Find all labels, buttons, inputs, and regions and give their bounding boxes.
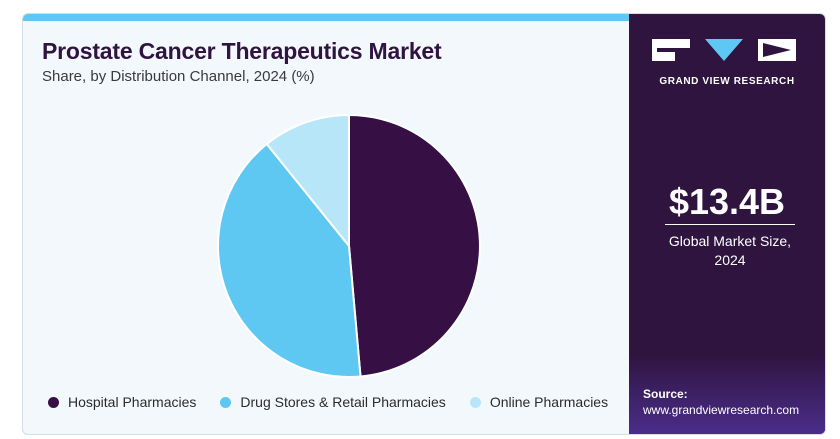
legend-swatch	[48, 396, 59, 408]
infographic-card: Prostate Cancer Therapeutics Market Shar…	[22, 13, 826, 435]
legend-item: Hospital Pharmacies	[48, 394, 196, 410]
chart-legend: Hospital Pharmacies Drug Stores & Retail …	[48, 394, 632, 410]
grand-view-research-logo	[652, 39, 796, 61]
legend-swatch	[220, 396, 232, 408]
legend-label: Drug Stores & Retail Pharmacies	[240, 394, 446, 410]
chart-title: Prostate Cancer Therapeutics Market	[42, 38, 442, 64]
brand-name: GRAND VIEW RESEARCH	[659, 76, 795, 87]
divider	[665, 224, 795, 225]
market-size-value: $13.4B	[668, 181, 786, 222]
legend-item: Online Pharmacies	[469, 394, 609, 410]
legend-item: Drug Stores & Retail Pharmacies	[220, 394, 446, 410]
pie-slice-drug-stores-retail-pharmacies	[217, 142, 362, 378]
sidebar-panel: GRAND VIEW RESEARCH $13.4B Global Market…	[629, 14, 825, 434]
legend-swatch	[469, 396, 481, 408]
legend-label: Hospital Pharmacies	[68, 394, 197, 410]
source-label: Source:	[643, 387, 688, 401]
chart-subtitle: Share, by Distribution Channel, 2024 (%)	[42, 68, 315, 85]
source-link[interactable]: www.grandviewresearch.com	[643, 403, 800, 417]
pie-slice-hospital-pharmacies	[348, 113, 481, 378]
accent-bar	[23, 14, 629, 21]
market-size-label: Global Market Size, 2024	[668, 233, 792, 268]
pie-slice-online-pharmacies	[265, 113, 350, 249]
legend-label: Online Pharmacies	[489, 394, 609, 410]
pie-chart	[217, 113, 481, 378]
sidebar-gradient	[629, 354, 825, 434]
